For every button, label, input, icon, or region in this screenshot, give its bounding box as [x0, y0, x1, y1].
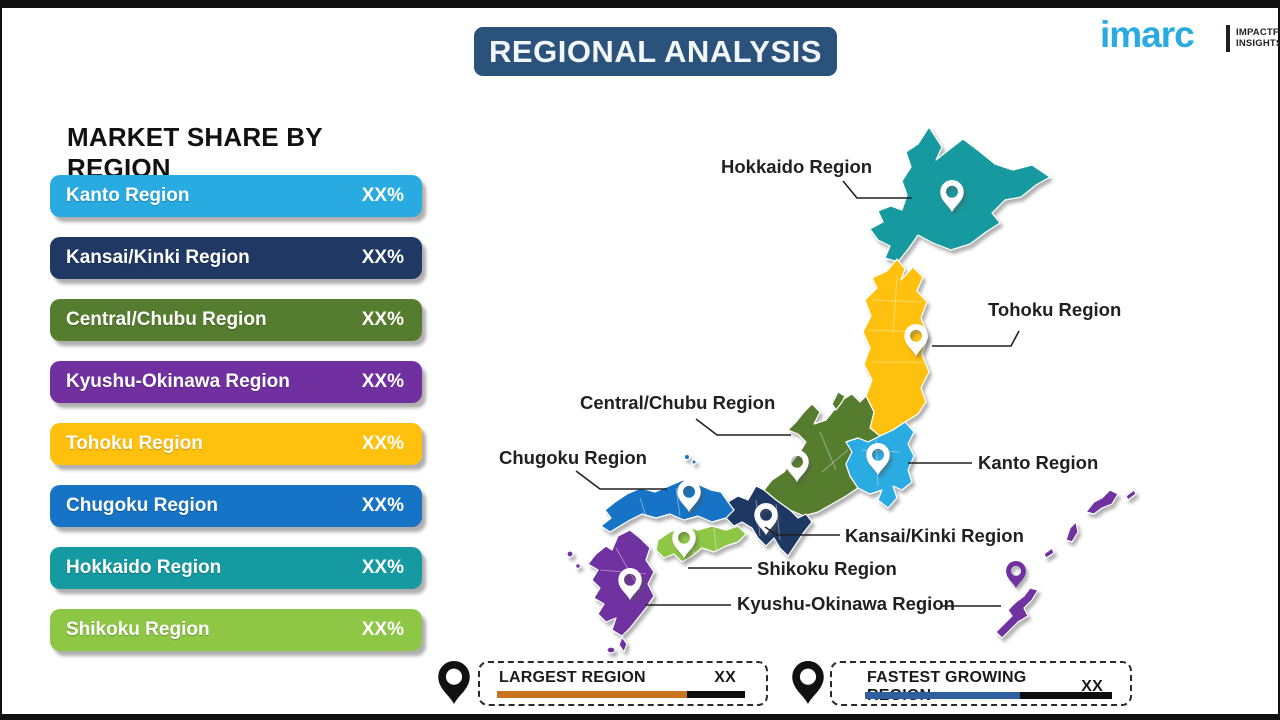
map-label-chugoku: Chugoku Region	[499, 447, 647, 468]
market-share-bar-hokkaido: Hokkaido Region XX%	[50, 547, 422, 589]
map-label-kyushu: Kyushu-Okinawa Region	[737, 593, 955, 614]
map-label-kanto: Kanto Region	[978, 452, 1098, 473]
bar-label: Central/Chubu Region	[66, 309, 267, 330]
legend-fastest-value: XX	[1081, 678, 1103, 695]
map-island-okinawa-2	[1065, 521, 1079, 543]
map-region-okinawa-main	[995, 587, 1039, 639]
map-islet-okinawa-5	[1125, 489, 1137, 501]
bar-label: Chugoku Region	[66, 495, 218, 516]
legend-fastest-label: FASTEST GROWING REGION	[867, 669, 1027, 704]
imarc-logo: imarc IMPACTFUL INSIGHTS	[1100, 14, 1280, 62]
market-share-bar-kyushu: Kyushu-Okinawa Region XX%	[50, 361, 422, 403]
map-leader-lines	[575, 180, 1020, 607]
map-label-hokkaido: Hokkaido Region	[721, 156, 872, 177]
market-share-bar-tohoku: Tohoku Region XX%	[50, 423, 422, 465]
legend-largest-label: LARGEST REGION	[499, 669, 646, 686]
map-label-chubu: Central/Chubu Region	[580, 392, 775, 413]
bar-label: Kansai/Kinki Region	[66, 247, 250, 268]
frame-top-bar	[0, 0, 1280, 8]
map-label-kansai: Kansai/Kinki Region	[845, 525, 1024, 546]
map-region-shikoku	[655, 525, 747, 563]
bar-value: XX%	[361, 433, 404, 454]
legend-largest-region: LARGEST REGION XX	[478, 661, 768, 706]
map-islet-goto-1	[566, 550, 574, 558]
legend-largest-value: XX	[714, 669, 736, 686]
map-label-shikoku: Shikoku Region	[757, 558, 897, 579]
market-share-bar-chugoku: Chugoku Region XX%	[50, 485, 422, 527]
map-island-sado	[831, 391, 846, 411]
market-share-bar-kansai: Kansai/Kinki Region XX%	[50, 237, 422, 279]
map-islet-kyushu-south-2	[606, 646, 616, 654]
map-label-tohoku: Tohoku Region	[988, 299, 1121, 320]
page-title: REGIONAL ANALYSIS	[489, 33, 822, 69]
page-title-banner: REGIONAL ANALYSIS	[474, 27, 837, 76]
bar-value: XX%	[361, 619, 404, 640]
legend-fastest-bar	[865, 692, 1112, 699]
imarc-logo-divider	[1226, 25, 1230, 52]
bar-label: Hokkaido Region	[66, 557, 222, 578]
legend-fastest-region: FASTEST GROWING REGION XX	[830, 661, 1132, 706]
map-islet-oki-1	[683, 453, 691, 461]
map-islet-oki-2	[691, 459, 697, 465]
map-island-okinawa-3	[1085, 489, 1119, 515]
bar-value: XX%	[361, 185, 404, 206]
imarc-logo-wordmark: imarc	[1100, 14, 1195, 55]
market-share-bar-kanto: Kanto Region XX%	[50, 175, 422, 217]
map-region-chugoku	[600, 479, 735, 533]
bar-value: XX%	[361, 371, 404, 392]
map-islet-okinawa-4	[1043, 547, 1055, 559]
bar-value: XX%	[361, 309, 404, 330]
bar-value: XX%	[361, 495, 404, 516]
frame-right-bar	[1278, 0, 1280, 720]
map-islet-goto-2	[574, 562, 581, 569]
imarc-logo-tagline: IMPACTFUL INSIGHTS	[1236, 27, 1280, 49]
frame-bottom-bar	[0, 714, 1280, 720]
bar-label: Kyushu-Okinawa Region	[66, 371, 290, 392]
bar-value: XX%	[361, 247, 404, 268]
legend-pin-largest	[438, 660, 470, 704]
legend-largest-bar	[497, 691, 745, 698]
bar-value: XX%	[361, 557, 404, 578]
bar-label: Shikoku Region	[66, 619, 210, 640]
frame-left-bar	[0, 0, 2, 720]
legend-pin-fastest	[792, 660, 824, 704]
market-share-bar-chubu: Central/Chubu Region XX%	[50, 299, 422, 341]
map-islet-kyushu-south-1	[618, 636, 628, 653]
map-region-tohoku	[862, 258, 930, 437]
bar-label: Tohoku Region	[66, 433, 203, 454]
market-share-bar-shikoku: Shikoku Region XX%	[50, 609, 422, 651]
pin-okinawa	[1006, 560, 1026, 588]
market-share-heading: MARKET SHARE BY REGION	[67, 122, 323, 183]
bar-label: Kanto Region	[66, 185, 190, 206]
